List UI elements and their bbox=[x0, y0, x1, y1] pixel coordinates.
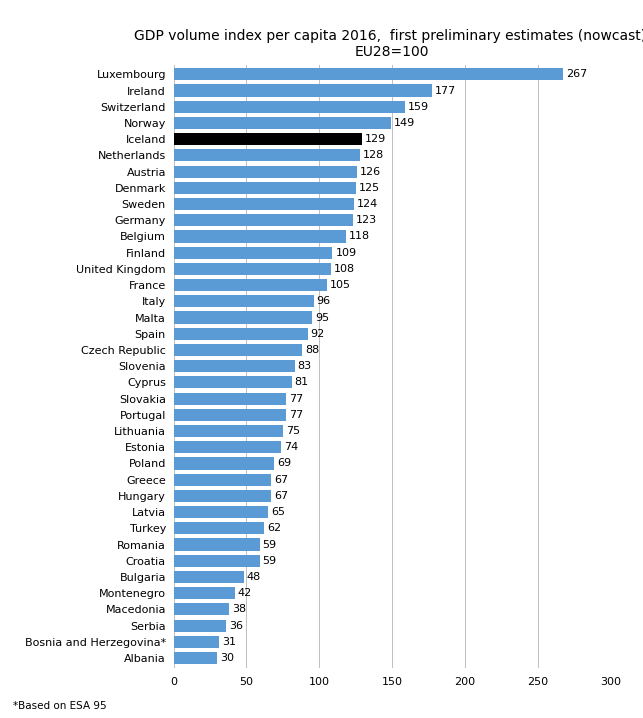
Text: 65: 65 bbox=[271, 507, 285, 517]
Text: 159: 159 bbox=[408, 102, 430, 112]
Text: 59: 59 bbox=[262, 539, 276, 549]
Text: 95: 95 bbox=[315, 312, 329, 322]
Text: 125: 125 bbox=[359, 183, 380, 193]
Bar bbox=[174, 603, 229, 615]
Text: 67: 67 bbox=[274, 491, 288, 501]
Text: 67: 67 bbox=[274, 475, 288, 485]
Bar bbox=[174, 474, 271, 486]
Text: 77: 77 bbox=[289, 393, 303, 404]
Bar bbox=[174, 425, 283, 437]
Bar bbox=[174, 85, 431, 97]
Text: 149: 149 bbox=[394, 118, 415, 128]
Text: 92: 92 bbox=[311, 329, 325, 339]
Text: 81: 81 bbox=[294, 378, 309, 388]
Bar bbox=[174, 360, 294, 372]
Bar bbox=[174, 506, 268, 518]
Bar bbox=[174, 166, 358, 178]
Text: 105: 105 bbox=[330, 280, 350, 290]
Text: 62: 62 bbox=[267, 523, 281, 533]
Text: 69: 69 bbox=[277, 459, 291, 468]
Text: 108: 108 bbox=[334, 264, 355, 274]
Bar bbox=[174, 279, 327, 292]
Text: 74: 74 bbox=[284, 442, 298, 452]
Bar bbox=[174, 635, 219, 648]
Bar bbox=[174, 246, 332, 258]
Bar bbox=[174, 117, 391, 129]
Bar bbox=[174, 230, 345, 243]
Bar bbox=[174, 457, 274, 470]
Text: 75: 75 bbox=[286, 426, 300, 436]
Title: GDP volume index per capita 2016,  first preliminary estimates (nowcast),
EU28=1: GDP volume index per capita 2016, first … bbox=[134, 29, 643, 60]
Text: 48: 48 bbox=[246, 572, 260, 582]
Bar bbox=[174, 312, 312, 324]
Bar bbox=[174, 182, 356, 194]
Text: 109: 109 bbox=[336, 248, 356, 258]
Bar bbox=[174, 620, 226, 632]
Text: 128: 128 bbox=[363, 150, 385, 160]
Bar bbox=[174, 327, 308, 340]
Bar bbox=[174, 652, 217, 664]
Text: 267: 267 bbox=[566, 70, 587, 80]
Bar bbox=[174, 393, 286, 405]
Bar bbox=[174, 587, 235, 600]
Bar bbox=[174, 490, 271, 502]
Text: 96: 96 bbox=[316, 297, 331, 307]
Bar bbox=[174, 344, 302, 356]
Bar bbox=[174, 441, 282, 453]
Text: 42: 42 bbox=[238, 588, 252, 598]
Text: 124: 124 bbox=[358, 199, 379, 209]
Text: 59: 59 bbox=[262, 556, 276, 566]
Text: 31: 31 bbox=[222, 637, 236, 647]
Bar bbox=[174, 522, 264, 534]
Text: 83: 83 bbox=[298, 361, 312, 371]
Bar bbox=[174, 149, 360, 162]
Text: 118: 118 bbox=[349, 231, 370, 241]
Text: 177: 177 bbox=[435, 85, 456, 95]
Bar bbox=[174, 376, 292, 388]
Text: 38: 38 bbox=[232, 605, 246, 615]
Text: 36: 36 bbox=[229, 620, 243, 630]
Text: 129: 129 bbox=[365, 134, 386, 144]
Bar bbox=[174, 214, 353, 226]
Text: *Based on ESA 95: *Based on ESA 95 bbox=[13, 701, 107, 711]
Bar bbox=[174, 133, 361, 145]
Text: 77: 77 bbox=[289, 410, 303, 420]
Text: 30: 30 bbox=[221, 653, 234, 663]
Bar bbox=[174, 538, 260, 551]
Text: 126: 126 bbox=[360, 167, 381, 177]
Bar bbox=[174, 68, 563, 80]
Bar bbox=[174, 198, 354, 210]
Bar bbox=[174, 409, 286, 421]
Bar bbox=[174, 295, 314, 307]
Bar bbox=[174, 101, 405, 113]
Bar bbox=[174, 263, 331, 275]
Text: 123: 123 bbox=[356, 215, 377, 225]
Bar bbox=[174, 571, 244, 583]
Text: 88: 88 bbox=[305, 345, 319, 355]
Bar bbox=[174, 555, 260, 567]
